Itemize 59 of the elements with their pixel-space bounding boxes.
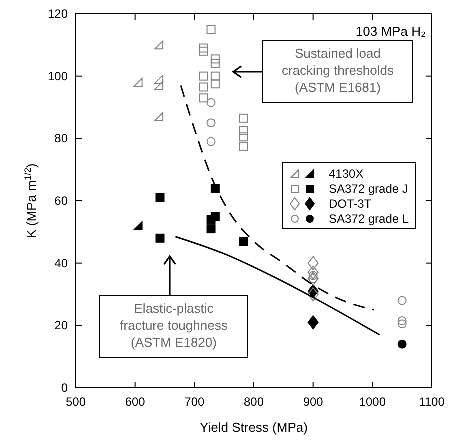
x-tick-label: 900 [303, 395, 324, 409]
point [239, 126, 248, 136]
point [134, 78, 143, 88]
point [199, 44, 208, 53]
point [210, 59, 220, 68]
point [308, 288, 319, 302]
point [156, 193, 165, 202]
point [210, 80, 220, 89]
point [239, 237, 248, 246]
point [239, 114, 248, 123]
y-tick-label: 20 [54, 318, 68, 333]
point [239, 132, 248, 142]
point [206, 224, 216, 234]
point [308, 256, 319, 270]
annotation: 103 MPa H₂ [356, 24, 426, 39]
x-axis-title: Yield Stress (MPa) [200, 420, 308, 435]
point [199, 72, 208, 81]
point [210, 184, 220, 194]
point [308, 316, 319, 330]
y-tick-label: 60 [54, 194, 68, 208]
x-tick-label: 700 [184, 395, 205, 409]
point [210, 212, 220, 222]
y-tick-label: 120 [48, 7, 68, 21]
x-tick-label: 1000 [359, 395, 386, 409]
y-tick-label: 40 [54, 256, 68, 270]
annotation: Elastic-plastic fracture toughness (ASTM E1820) [120, 301, 228, 350]
point [398, 316, 407, 326]
point [206, 98, 216, 108]
legend-label: SA372 grade L [329, 212, 410, 226]
point [308, 266, 319, 280]
point [154, 40, 164, 50]
legend-label: 4130X [329, 167, 364, 181]
point [206, 118, 216, 128]
point [199, 46, 208, 56]
point [206, 137, 216, 146]
point [239, 142, 248, 151]
point [210, 54, 220, 64]
legend-label: DOT-3T [329, 197, 372, 211]
point [134, 221, 143, 230]
point [154, 74, 164, 84]
point [398, 320, 407, 329]
legend-label: SA372 grade J [329, 182, 408, 196]
y-tick-label: 0 [61, 381, 68, 395]
x-tick-label: 800 [244, 395, 264, 409]
y-tick-label: 80 [54, 132, 68, 146]
annotation: Sustained load cracking thresholds (ASTM E1681) [282, 46, 394, 95]
point [398, 340, 407, 349]
point [210, 72, 220, 81]
point [156, 234, 165, 243]
point [154, 81, 164, 90]
point [206, 25, 216, 34]
x-tick-label: 1100 [419, 395, 446, 409]
point [199, 94, 208, 103]
point [199, 82, 208, 92]
y-tick-label: 100 [48, 69, 68, 84]
point [154, 112, 164, 122]
point [398, 296, 407, 306]
x-tick-label: 600 [125, 395, 146, 409]
x-tick-label: 500 [66, 395, 86, 409]
